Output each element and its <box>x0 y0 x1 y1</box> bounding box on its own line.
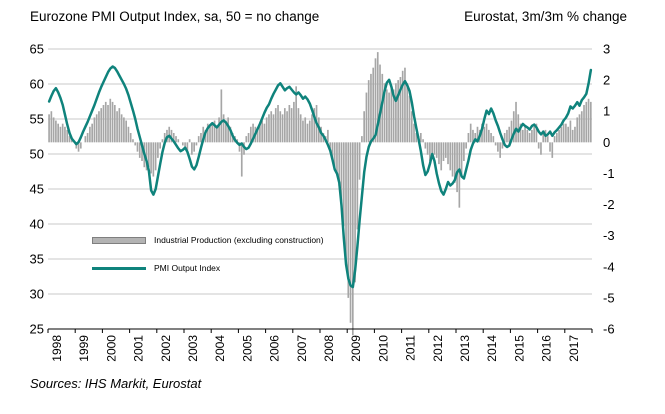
svg-text:2001: 2001 <box>132 335 146 362</box>
svg-text:50: 50 <box>30 147 44 162</box>
gridlines <box>48 48 592 295</box>
chart-title-left: Eurozone PMI Output Index, sa, 50 = no c… <box>30 9 320 24</box>
left-axis-labels: 65 60 55 50 45 40 35 30 25 <box>30 42 44 337</box>
svg-text:30: 30 <box>30 287 44 302</box>
chart-title-right: Eurostat, 3m/3m % change <box>464 9 627 24</box>
chart-legend: Industrial Production (excluding constru… <box>92 233 324 289</box>
svg-text:2012: 2012 <box>431 335 445 362</box>
svg-text:2005: 2005 <box>240 335 254 362</box>
legend-item-industrial-production: Industrial Production (excluding constru… <box>92 233 324 247</box>
svg-text:2004: 2004 <box>213 335 227 362</box>
svg-text:2015: 2015 <box>512 335 526 362</box>
svg-text:1998: 1998 <box>50 335 64 362</box>
svg-text:-3: -3 <box>603 228 615 243</box>
svg-text:2006: 2006 <box>268 335 282 362</box>
svg-text:1999: 1999 <box>77 335 91 362</box>
svg-text:2008: 2008 <box>322 335 336 362</box>
gray-bar-swatch-icon <box>92 236 146 244</box>
svg-text:-6: -6 <box>603 322 615 337</box>
svg-text:0: 0 <box>603 135 610 150</box>
pmi-output-line <box>47 65 593 289</box>
svg-text:1: 1 <box>603 104 610 119</box>
legend-label: Industrial Production (excluding constru… <box>154 235 324 245</box>
svg-text:2: 2 <box>603 73 610 88</box>
svg-text:-1: -1 <box>603 166 615 181</box>
svg-text:3: 3 <box>603 42 610 57</box>
svg-text:2002: 2002 <box>159 335 173 362</box>
teal-line-swatch-icon <box>92 266 146 270</box>
svg-text:65: 65 <box>30 42 44 57</box>
x-axis <box>47 328 593 333</box>
svg-text:40: 40 <box>30 217 44 232</box>
svg-text:2014: 2014 <box>485 335 499 362</box>
svg-text:2010: 2010 <box>376 335 390 362</box>
x-axis-labels: 1998 1999 2000 2001 2002 2003 2004 2005 2006 2007… <box>50 335 581 362</box>
svg-text:25: 25 <box>30 322 44 337</box>
industrial-production-bars <box>48 52 592 336</box>
svg-text:35: 35 <box>30 252 44 267</box>
svg-text:2016: 2016 <box>540 335 554 362</box>
svg-text:55: 55 <box>30 112 44 127</box>
svg-text:2011: 2011 <box>404 335 418 361</box>
source-note: Sources: IHS Markit, Eurostat <box>30 376 202 391</box>
svg-text:-5: -5 <box>603 290 615 305</box>
svg-text:60: 60 <box>30 77 44 92</box>
right-axis-labels: 3 2 1 0 -1 -2 -3 -4 -5 -6 <box>603 42 615 337</box>
svg-text:2013: 2013 <box>458 335 472 362</box>
svg-text:2007: 2007 <box>295 335 309 362</box>
svg-text:2000: 2000 <box>104 335 118 362</box>
legend-label: PMI Output Index <box>154 263 221 273</box>
svg-text:2017: 2017 <box>567 335 581 362</box>
svg-text:2009: 2009 <box>349 335 363 362</box>
svg-text:-4: -4 <box>603 259 615 274</box>
svg-text:-2: -2 <box>603 197 615 212</box>
legend-item-pmi-output: PMI Output Index <box>92 261 324 275</box>
svg-text:2003: 2003 <box>186 335 200 362</box>
svg-text:45: 45 <box>30 182 44 197</box>
